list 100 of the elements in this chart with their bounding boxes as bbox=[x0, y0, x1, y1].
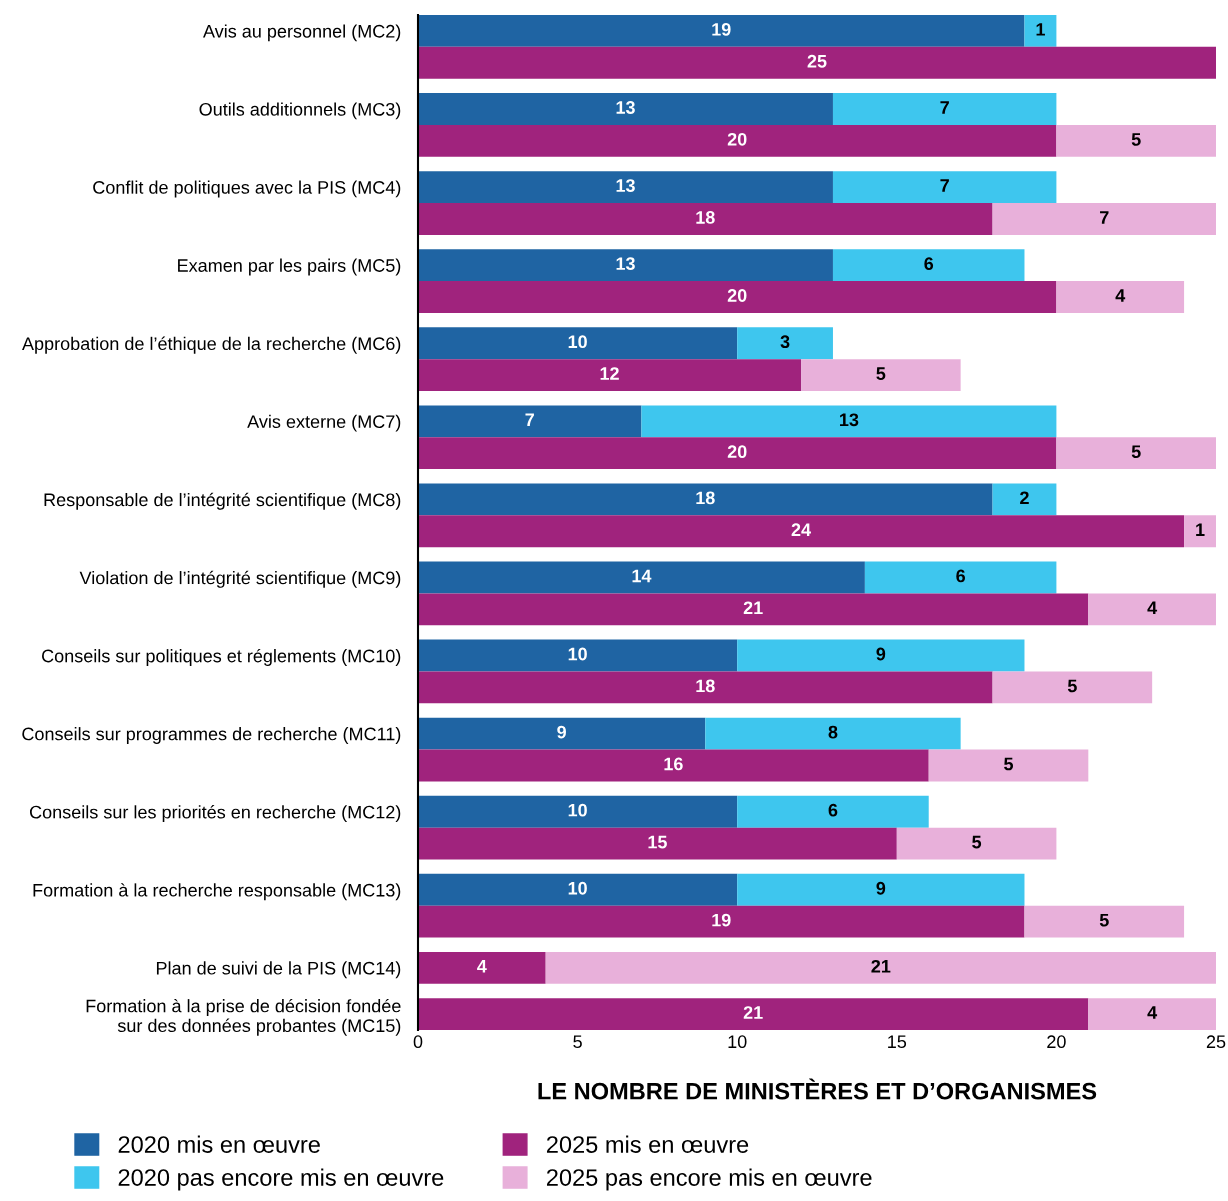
data-label: 18 bbox=[696, 679, 715, 693]
data-label: 24 bbox=[791, 523, 811, 536]
x-tick-label: 5 bbox=[573, 1035, 582, 1049]
bar bbox=[418, 795, 738, 828]
bar bbox=[418, 873, 738, 906]
y-tick-label: Conflit de politiques avec la PIS (MC4) bbox=[93, 180, 401, 198]
bar bbox=[1056, 124, 1216, 157]
data-label: 19 bbox=[712, 23, 731, 36]
bar bbox=[1088, 593, 1216, 626]
data-label: 2 bbox=[1020, 491, 1029, 505]
y-tick-label: Outils additionnels (MC3) bbox=[199, 102, 401, 120]
bar bbox=[737, 327, 833, 360]
bar bbox=[992, 483, 1057, 516]
data-label: 5 bbox=[876, 367, 886, 380]
data-label: 25 bbox=[807, 54, 827, 68]
data-label: 1 bbox=[1036, 23, 1045, 36]
data-label: 20 bbox=[727, 445, 747, 459]
data-label: 6 bbox=[956, 569, 966, 583]
bar bbox=[418, 405, 642, 438]
data-label: 13 bbox=[616, 101, 635, 114]
legend-label: 2020 pas encore mis en œuvre bbox=[118, 1168, 444, 1191]
y-tick-label: Formation à la prise de décision fondée sur des données probantes (MC15) bbox=[86, 998, 401, 1036]
y-tick-label: Conseils sur les priorités en recherche (MC12) bbox=[29, 805, 401, 823]
bar bbox=[418, 249, 833, 282]
bar bbox=[418, 717, 706, 750]
data-label: 5 bbox=[1131, 445, 1141, 459]
data-label: 12 bbox=[600, 367, 619, 380]
data-label: 7 bbox=[1100, 211, 1109, 224]
data-label: 6 bbox=[828, 803, 838, 817]
bar bbox=[418, 93, 833, 125]
bar bbox=[418, 171, 833, 204]
bar bbox=[992, 203, 1216, 235]
data-label: 7 bbox=[525, 413, 534, 426]
bar bbox=[418, 203, 993, 235]
bar bbox=[992, 671, 1153, 704]
x-tick-label: 20 bbox=[1047, 1035, 1066, 1049]
bar bbox=[832, 93, 1057, 125]
bar bbox=[418, 359, 802, 392]
x-axis-title: LE NOMBRE DE MINISTÈRES ET D’ORGANISMES bbox=[538, 1078, 1097, 1100]
data-label: 4 bbox=[1115, 289, 1126, 302]
data-label: 5 bbox=[1131, 133, 1141, 146]
y-tick-label: Avis au personnel (MC2) bbox=[203, 24, 401, 42]
bar bbox=[1024, 905, 1185, 938]
bar bbox=[418, 671, 993, 704]
y-tick-label: Avis externe (MC7) bbox=[247, 414, 401, 432]
legend-label: 2025 mis en œuvre bbox=[546, 1135, 749, 1153]
data-label: 10 bbox=[568, 335, 587, 349]
bar bbox=[641, 405, 1057, 438]
x-tick-label: 10 bbox=[728, 1035, 747, 1049]
x-tick-label: 0 bbox=[413, 1035, 423, 1049]
data-label: 18 bbox=[696, 491, 715, 505]
y-tick-label: Formation à la recherche responsable (MC13) bbox=[33, 883, 401, 901]
bar bbox=[1184, 515, 1216, 548]
bar bbox=[418, 905, 1025, 938]
x-tick-label: 15 bbox=[888, 1035, 907, 1049]
bar bbox=[1056, 281, 1185, 313]
bar bbox=[418, 124, 1057, 157]
bar bbox=[705, 717, 961, 750]
data-label: 13 bbox=[616, 257, 635, 271]
y-tick-label: Responsable de l’intégrité scientifique (MC8) bbox=[44, 492, 401, 510]
bar bbox=[418, 827, 897, 860]
data-label: 13 bbox=[616, 179, 635, 192]
data-label: 5 bbox=[1067, 679, 1077, 693]
data-label: 8 bbox=[828, 725, 838, 739]
bar bbox=[418, 593, 1089, 626]
data-label: 4 bbox=[1147, 1006, 1158, 1019]
x-tick-label: 25 bbox=[1206, 1035, 1226, 1049]
data-label: 7 bbox=[940, 101, 949, 114]
y-tick-label: Plan de suivi de la PIS (MC14) bbox=[156, 961, 401, 979]
data-label: 20 bbox=[727, 289, 747, 302]
data-label: 9 bbox=[876, 881, 886, 895]
bar bbox=[418, 327, 738, 360]
data-label: 20 bbox=[727, 132, 747, 146]
data-label: 7 bbox=[940, 179, 949, 192]
bar bbox=[418, 515, 1185, 548]
data-label: 10 bbox=[568, 881, 587, 895]
data-label: 5 bbox=[1004, 757, 1014, 771]
bar bbox=[801, 359, 961, 392]
data-label: 3 bbox=[780, 335, 790, 349]
data-label: 6 bbox=[924, 257, 934, 271]
bar bbox=[418, 437, 1057, 470]
data-label: 21 bbox=[743, 1006, 763, 1019]
data-label: 19 bbox=[712, 913, 731, 927]
y-tick-label: Approbation de l’éthique de la recherche (MC6) bbox=[22, 336, 401, 354]
data-label: 1 bbox=[1196, 523, 1205, 536]
y-tick-label: Conseils sur programmes de recherche (MC11) bbox=[22, 727, 401, 744]
data-label: 5 bbox=[1099, 913, 1109, 927]
bar bbox=[928, 749, 1089, 782]
data-label: 21 bbox=[743, 601, 763, 615]
data-label: 13 bbox=[840, 413, 859, 427]
data-label: 4 bbox=[1147, 601, 1158, 615]
data-label: 21 bbox=[871, 959, 891, 973]
bar bbox=[832, 249, 1025, 282]
y-tick-label: Examen par les pairs (MC5) bbox=[178, 258, 401, 276]
bar bbox=[418, 749, 929, 782]
bar bbox=[832, 171, 1057, 204]
data-label: 14 bbox=[632, 569, 652, 583]
bar bbox=[896, 827, 1057, 860]
data-label: 10 bbox=[568, 803, 587, 817]
data-label: 5 bbox=[972, 835, 982, 849]
